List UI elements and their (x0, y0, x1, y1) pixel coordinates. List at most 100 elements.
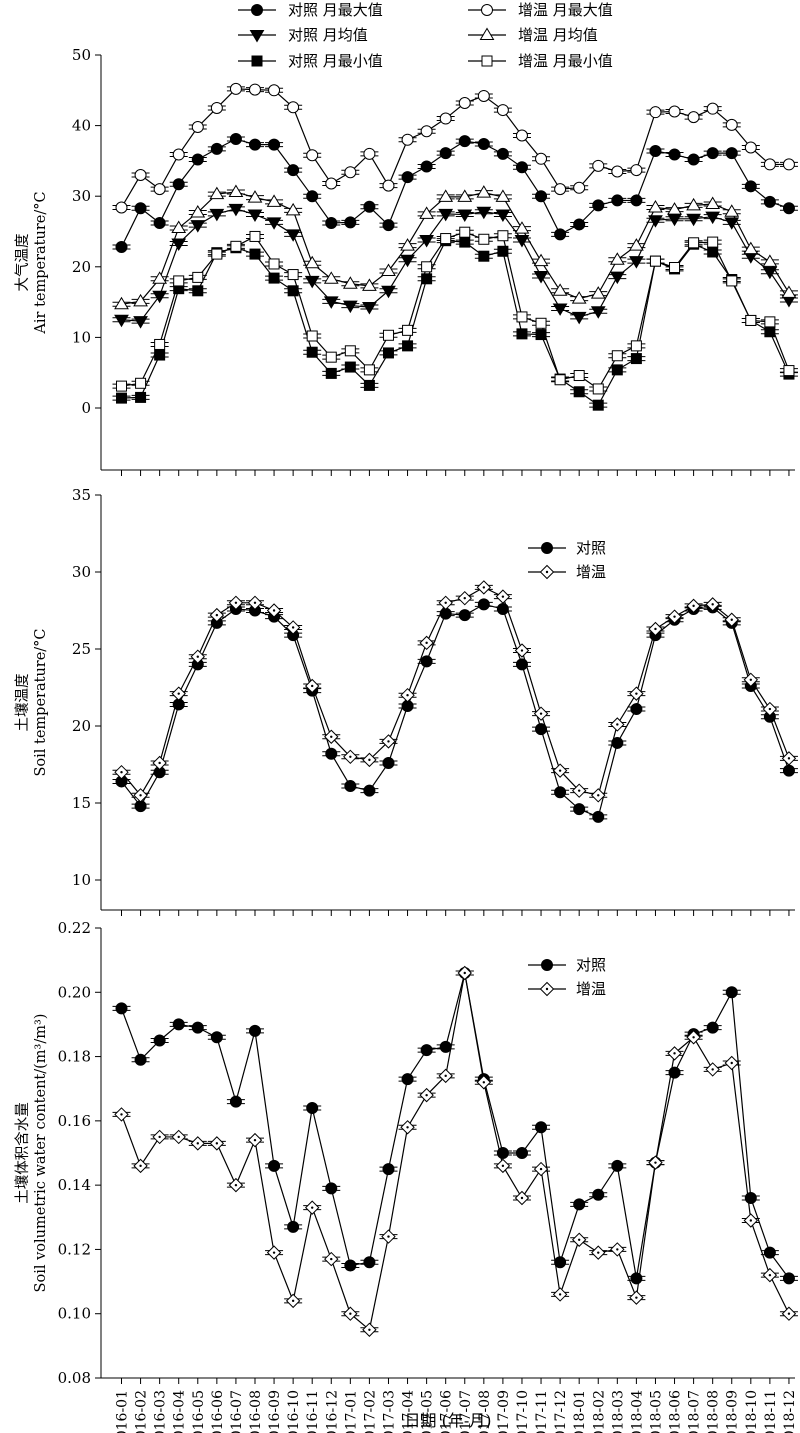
data-point (325, 747, 338, 760)
y-tick-label: 0.12 (58, 1240, 91, 1258)
data-point (590, 286, 606, 299)
data-point (153, 1034, 166, 1047)
data-point-dot (330, 735, 333, 738)
data-point (344, 361, 356, 373)
data-point (325, 351, 337, 363)
data-point (630, 703, 643, 716)
data-point-dot (234, 601, 238, 604)
data-point (266, 217, 282, 230)
legend-label: 增温 月最小值 (518, 52, 613, 70)
x-tick-label: 2017-10 (515, 1390, 531, 1433)
data-point (707, 236, 719, 248)
y-tick-label: 0.20 (58, 983, 91, 1001)
data-point (459, 226, 471, 238)
data-point (363, 147, 376, 160)
data-point (592, 1188, 605, 1201)
data-point (229, 133, 242, 146)
data-point-dot (196, 1142, 199, 1145)
data-point-dot (272, 609, 276, 612)
x-tick-label: 2017-03 (381, 1390, 397, 1433)
data-point (400, 238, 415, 251)
data-point-dot (253, 1138, 257, 1142)
legend-label: 对照 月均值 (288, 26, 368, 44)
data-point (762, 266, 778, 280)
data-point (592, 810, 605, 823)
y-tick-label: 15 (72, 794, 91, 812)
data-point (439, 147, 452, 160)
data-point (457, 209, 473, 223)
data-point-dot (749, 678, 753, 681)
data-point-dot (711, 1068, 714, 1071)
data-point-dot (120, 1113, 123, 1116)
data-point (516, 328, 528, 340)
data-point (496, 147, 509, 160)
data-point (115, 1002, 128, 1015)
data-point (687, 153, 700, 166)
x-tick-label: 2018-01 (572, 1390, 588, 1433)
data-point (630, 353, 642, 365)
data-point (381, 285, 396, 299)
data-point-dot (787, 1312, 791, 1315)
data-point (323, 271, 339, 284)
data-point (515, 129, 528, 142)
data-point (782, 202, 795, 215)
data-point (573, 803, 586, 816)
data-point (478, 233, 490, 245)
data-point-dot (749, 1219, 753, 1222)
legend-item: 增温 月最大值 (468, 1, 613, 19)
data-point-dot (158, 1135, 161, 1139)
x-tick-label: 2018-09 (725, 1390, 741, 1433)
data-point (402, 324, 414, 336)
y-tick-label: 0 (81, 399, 91, 417)
x-tick-label: 2017-01 (343, 1390, 359, 1433)
data-point-dot (196, 655, 199, 658)
data-point (458, 135, 471, 148)
data-point (344, 1259, 357, 1272)
data-point-dot (120, 771, 123, 774)
data-point (440, 233, 452, 245)
data-point (497, 245, 509, 257)
data-point-dot (673, 1052, 676, 1055)
series-增温-月均值 (112, 184, 798, 310)
data-point-dot (635, 692, 638, 695)
series-增温-月最大值 (112, 82, 798, 214)
x-tick-label: 2017-05 (420, 1390, 436, 1433)
y-tick-label: 0.22 (58, 919, 91, 937)
series-对照-月均值 (112, 203, 798, 329)
y-tick-label: 30 (72, 187, 91, 205)
data-point (630, 164, 643, 177)
data-point (248, 138, 261, 151)
data-point-dot (291, 626, 295, 629)
data-point (210, 142, 223, 155)
data-point (268, 1159, 281, 1172)
data-point (592, 159, 605, 172)
data-point (420, 160, 433, 173)
data-point (249, 30, 265, 43)
data-point (114, 296, 129, 310)
y-tick-label: 10 (72, 871, 91, 889)
data-point-dot (215, 1142, 219, 1145)
data-point (495, 209, 511, 223)
data-point (251, 4, 263, 16)
data-point (611, 165, 624, 178)
data-point (192, 271, 204, 283)
data-point-dot (711, 603, 714, 606)
data-point (249, 248, 261, 260)
x-tick-label: 2016-01 (115, 1390, 131, 1433)
data-point (573, 218, 586, 231)
data-point (382, 329, 394, 341)
data-point (114, 314, 129, 328)
data-point (686, 213, 701, 227)
data-point (173, 275, 185, 287)
legend-label: 增温 (576, 563, 606, 581)
data-point (134, 202, 147, 215)
x-tick-label: 2017-09 (496, 1390, 512, 1433)
data-point (190, 204, 206, 218)
data-point (116, 392, 127, 404)
data-point (439, 112, 452, 125)
data-point-dot (368, 758, 371, 762)
legend-label: 对照 (576, 539, 606, 557)
y-axis-label-line1: 大气温度 (14, 234, 31, 292)
data-point (763, 158, 776, 171)
